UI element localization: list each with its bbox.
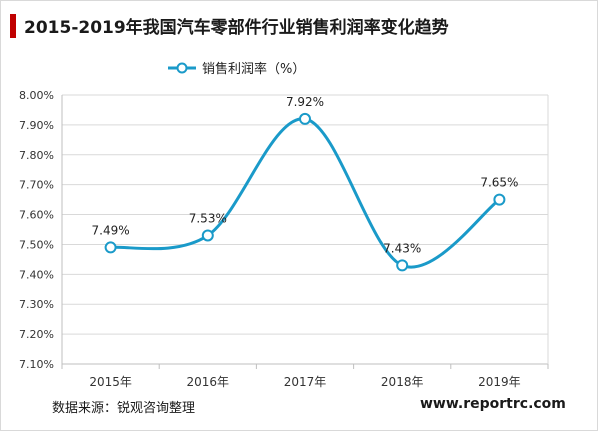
source-note: 数据来源：锐观咨询整理 xyxy=(52,401,196,416)
website-watermark: www.reportrc.com xyxy=(420,396,566,412)
data-label: 7.92% xyxy=(286,95,324,109)
data-label: 7.65% xyxy=(480,176,518,190)
chart-title: 2015-2019年我国汽车零部件行业销售利润率变化趋势 xyxy=(24,18,449,38)
data-labels: 7.49% 7.53% 7.92% 7.43% 7.65% xyxy=(92,95,519,255)
y-tick-label: 7.40% xyxy=(19,268,54,281)
x-tick-labels: 2015年 2016年 2017年 2018年 2019年 xyxy=(89,375,520,389)
data-point-marker xyxy=(493,193,506,206)
series-line-group xyxy=(104,112,506,272)
y-tick-labels: 7.10% 7.20% 7.30% 7.40% 7.50% 7.60% 7.70% 7.80%… xyxy=(19,89,54,371)
x-tick-label: 2017年 xyxy=(284,375,327,389)
data-label: 7.43% xyxy=(383,241,421,255)
x-tick-label: 2016年 xyxy=(187,375,230,389)
y-tick-label: 7.30% xyxy=(19,298,54,311)
y-tick-label: 7.20% xyxy=(19,328,54,341)
legend-marker-swatch xyxy=(176,62,188,74)
x-tick-label: 2019年 xyxy=(478,375,521,389)
legend-label: 销售利润率（%） xyxy=(202,61,305,77)
data-label: 7.49% xyxy=(92,223,130,237)
data-point-marker xyxy=(299,112,311,125)
data-point-marker xyxy=(104,241,117,254)
axes xyxy=(61,95,549,369)
data-point-marker xyxy=(201,229,214,242)
y-tick-label: 7.90% xyxy=(19,119,54,132)
title-accent-bar xyxy=(10,14,16,38)
x-tick-label: 2018年 xyxy=(381,375,424,389)
data-point-marker xyxy=(396,259,409,272)
grid-lines xyxy=(62,94,548,335)
x-tick-label: 2015年 xyxy=(89,375,132,389)
y-tick-label: 7.60% xyxy=(19,209,54,222)
y-tick-label: 7.70% xyxy=(19,179,54,192)
legend: 销售利润率（%） xyxy=(168,61,305,77)
y-tick-label: 8.00% xyxy=(19,89,54,102)
y-tick-label: 7.50% xyxy=(19,238,54,251)
y-tick-label: 7.80% xyxy=(19,149,54,162)
data-label: 7.53% xyxy=(189,211,227,225)
y-tick-label: 7.10% xyxy=(19,358,54,371)
